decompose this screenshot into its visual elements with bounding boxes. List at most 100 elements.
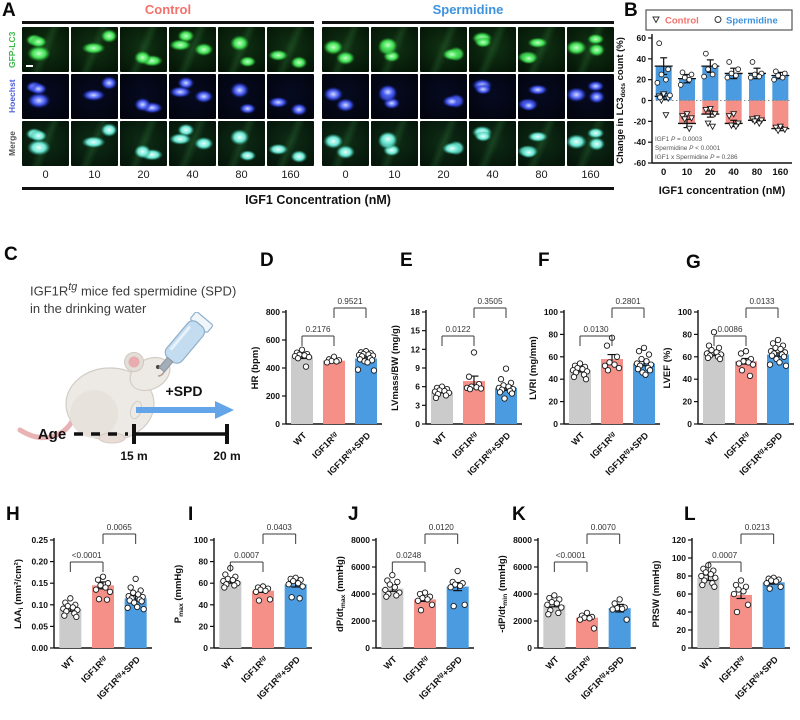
scatter-point <box>749 59 756 65</box>
panel-c-letter: C <box>4 244 18 265</box>
y-axis-label: dP/dtmax (mmHg) <box>335 556 347 632</box>
scatter-points <box>724 59 741 81</box>
scatter-point <box>461 601 468 608</box>
scatter-point <box>780 353 788 360</box>
p-value: 0.0065 <box>107 523 132 532</box>
scatter-points <box>771 68 788 83</box>
y-tick-label: 60 <box>549 352 559 362</box>
scatter-point <box>450 603 457 610</box>
y-tick-label: 4000 <box>513 589 532 599</box>
scatter-point <box>687 115 696 122</box>
scatter-point <box>103 596 111 603</box>
p-value: 0.0403 <box>267 523 292 532</box>
scatter-point <box>733 72 739 79</box>
y-axis-label: Pmax (mmHg) <box>173 565 185 624</box>
scatter-point <box>428 601 436 608</box>
panel-f-letter: F <box>538 250 550 271</box>
p-value: 0.3505 <box>477 297 502 306</box>
x-category-label: WT <box>569 430 586 447</box>
bar <box>608 608 631 648</box>
scatter-point <box>586 615 593 622</box>
scatter-point <box>665 66 671 73</box>
scatter-point <box>323 359 331 366</box>
bar <box>767 354 789 424</box>
scatter-points <box>701 50 718 80</box>
x-category-label: WT <box>382 654 399 671</box>
scatter-points <box>747 59 765 81</box>
x-category-label: WT <box>544 654 561 671</box>
micrograph-tile <box>518 121 565 166</box>
scatter-point <box>776 359 783 366</box>
y-tick-label: 60 <box>683 352 693 362</box>
y-tick-label: 800 <box>266 307 280 317</box>
x-axis-label: IGF1 concentration (nM) <box>659 185 786 197</box>
legend-box <box>645 9 793 31</box>
micrograph-tile <box>567 27 614 72</box>
scatter-point <box>302 363 310 370</box>
scatter-point <box>294 355 302 362</box>
scatter-point <box>140 605 147 613</box>
timeline-end-label: 20 m <box>213 449 240 463</box>
x-category-label: IGF1Rtg <box>722 430 752 460</box>
scatter-point <box>756 73 763 80</box>
scatter-point <box>299 583 306 590</box>
x-tick-label: 0 <box>661 167 666 178</box>
x-category-label: WT <box>703 430 720 447</box>
micrograph-tile <box>71 121 118 166</box>
panel-k-letter: K <box>512 504 526 525</box>
scatter-point <box>725 113 733 120</box>
scatter-point <box>94 576 102 583</box>
scatter-point <box>296 595 303 602</box>
scatter-point <box>757 117 766 124</box>
scatter-point <box>132 575 139 583</box>
scatter-point <box>771 76 777 83</box>
scatter-point <box>421 589 429 596</box>
scatter-point <box>454 567 461 575</box>
scatter-point <box>553 600 560 607</box>
scatter-point <box>67 595 74 602</box>
scatter-points <box>60 595 81 621</box>
panel-f-chart: 0 20 40 60 80 100 WT IGF1Rtg IGF1Rtg+SPD 0.0130 0.… <box>526 262 666 507</box>
scatter-point <box>699 581 706 589</box>
bar <box>749 73 765 101</box>
micrograph-tile <box>120 121 167 166</box>
scatter-point <box>660 91 668 98</box>
micrograph-tile <box>420 27 467 72</box>
scatter-point <box>646 367 654 374</box>
spd-arrow-label: +SPD <box>166 383 203 399</box>
panel-l-chart: 0 20 40 60 80 100 120 WT IGF1Rtg IGF1Rtg+SPD 0.000… <box>648 498 798 720</box>
panel-b-chart: Control Spermidine -60 -40 -20 0 20 40 60 IGF1 P … <box>614 0 800 235</box>
y-tick-label: 40 <box>683 374 693 384</box>
scatter-point <box>576 616 584 623</box>
bar <box>569 370 591 424</box>
y-tick-label: -40 <box>634 137 647 147</box>
scatter-point <box>734 120 742 128</box>
p-value: 0.0070 <box>591 523 616 532</box>
scatter-point <box>708 346 715 354</box>
y-tick-label: 100 <box>672 553 686 563</box>
scatter-point <box>710 329 718 336</box>
scatter-point <box>414 597 422 604</box>
scatter-points <box>703 329 725 363</box>
scatter-point <box>424 596 431 603</box>
bar <box>355 358 377 424</box>
panel-e-letter: E <box>400 250 413 271</box>
micrograph-tile <box>322 27 369 72</box>
panel-l-letter: L <box>684 504 696 525</box>
scatter-point <box>638 355 645 363</box>
bar <box>703 353 725 424</box>
x-tick-label: 80 <box>752 167 763 178</box>
micrograph-tile <box>420 121 467 166</box>
scatter-point <box>386 581 393 588</box>
scatter-point <box>774 127 782 135</box>
micrograph-tile <box>469 121 516 166</box>
scatter-point <box>623 616 630 623</box>
study-description: IGF1Rtg mice fed spermidine (SPD) in the … <box>30 281 237 316</box>
scatter-point <box>774 336 782 344</box>
p-value: 0.0086 <box>717 325 742 334</box>
x-category-label: IGF1Rtg <box>310 430 340 460</box>
chart-svg: Control Spermidine -60 -40 -20 0 20 40 60 IGF1 P … <box>615 9 793 197</box>
y-tick-label: 40 <box>677 607 687 617</box>
y-tick-label: 0 <box>681 643 686 653</box>
